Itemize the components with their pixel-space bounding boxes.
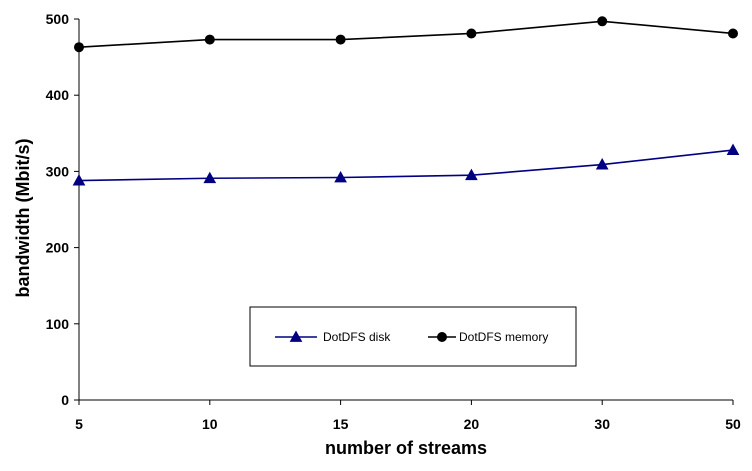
y-axis: 0 100 200 300 400 500 [46,11,79,408]
y-tick-label: 200 [46,240,70,256]
data-point-dotdfs-disk [334,170,347,183]
legend-item-dotdfs-disk: DotDFS disk [275,330,391,344]
x-tick-label: 10 [202,416,218,432]
x-axis: 5 10 15 20 30 50 [75,400,741,432]
x-axis-title: number of streams [325,438,487,458]
legend-marker-dotdfs-disk [289,330,303,342]
series-line-dotdfs-memory [78,20,734,48]
data-point-dotdfs-disk [595,158,609,170]
data-point-dotdfs-disk [203,171,217,184]
data-point-dotdfs-disk [726,143,740,155]
plot-frame [78,19,733,401]
x-tick-label: 50 [725,416,741,432]
data-point-dotdfs-memory [74,42,84,53]
series-dotdfs-disk [72,143,740,186]
data-point-dotdfs-memory [466,28,477,39]
legend-items: DotDFS disk DotDFS memory [275,330,548,344]
data-point-dotdfs-memory [728,28,738,39]
y-tick-label: 100 [46,316,70,332]
legend: DotDFS disk DotDFS memory [249,306,577,367]
x-tick-label: 30 [594,416,610,432]
y-tick-label: 0 [61,392,69,408]
y-axis-title: bandwidth (Mbit/s) [13,139,33,298]
data-point-dotdfs-disk [72,174,86,186]
series-line-dotdfs-disk [78,149,734,182]
legend-label-dotdfs-disk: DotDFS disk [323,330,391,344]
x-tick-label: 5 [75,416,83,432]
y-tick-label: 500 [46,11,70,27]
legend-marker-dotdfs-memory [437,332,447,342]
series-layer [72,16,740,186]
series-dotdfs-memory [74,16,738,53]
data-point-dotdfs-memory [204,34,215,45]
x-tick-label: 20 [464,416,480,432]
data-point-dotdfs-memory [335,34,346,45]
y-tick-label: 400 [46,87,70,103]
y-tick-label: 300 [46,163,70,179]
legend-item-dotdfs-memory: DotDFS memory [428,330,548,344]
data-point-dotdfs-disk [465,168,478,181]
data-point-dotdfs-memory [597,16,608,27]
x-tick-label: 15 [333,416,349,432]
legend-label-dotdfs-memory: DotDFS memory [459,330,548,344]
